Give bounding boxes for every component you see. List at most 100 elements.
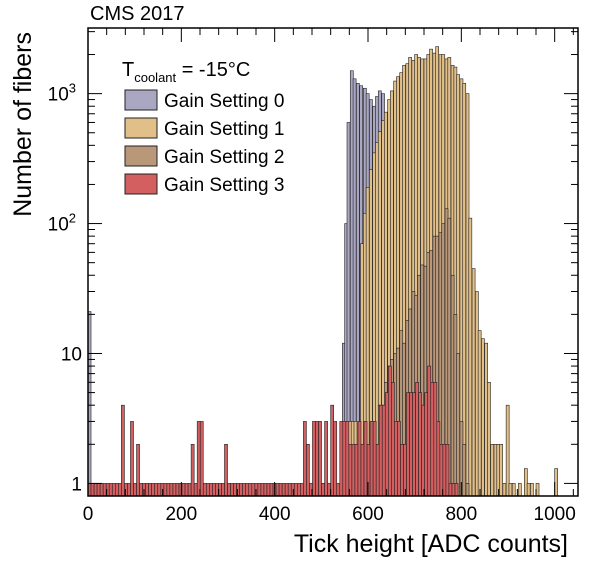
legend-title-rest: = -15°C xyxy=(176,59,250,81)
x-tick-label-5: 1000 xyxy=(534,504,576,525)
chart-title: CMS 2017 xyxy=(90,3,185,25)
histogram-bar-s3-52 xyxy=(245,483,250,497)
histogram-bar-s3-53 xyxy=(248,483,253,497)
histogram-bar-s1-44 xyxy=(468,217,473,497)
histogram-bar-s3-65 xyxy=(284,483,289,497)
histogram-bar-s3-5 xyxy=(102,483,107,497)
histogram-bar-s3-15 xyxy=(133,483,137,497)
histogram-bar-s3-70 xyxy=(300,483,304,497)
legend-swatch-0 xyxy=(124,89,158,111)
histogram-bar-s3-100 xyxy=(391,382,395,497)
histogram-bar-s3-13 xyxy=(127,483,131,497)
histogram-bar-s3-110 xyxy=(421,404,426,497)
histogram-bar-s3-117 xyxy=(442,443,447,497)
histogram-bar-s3-95 xyxy=(375,443,380,497)
histogram-bar-s1-55 xyxy=(502,483,507,497)
histogram-bar-s3-7 xyxy=(108,483,113,497)
y-tick-label-1: 10 xyxy=(61,344,82,365)
histogram-bar-s3-75 xyxy=(315,421,319,497)
histogram-bar-s3-72 xyxy=(306,443,310,497)
histogram-bar-s3-83 xyxy=(339,421,344,497)
histogram-bar-s3-84 xyxy=(342,421,347,497)
y-tick-label-0: 1 xyxy=(71,474,82,495)
histogram-bar-s3-112 xyxy=(427,365,432,497)
histogram-bar-s3-105 xyxy=(406,392,410,497)
histogram-bar-s3-101 xyxy=(394,421,398,497)
histogram-bar-s3-68 xyxy=(293,483,298,497)
histogram-bar-s3-41 xyxy=(212,483,216,497)
legend-title: Tcoolant = -15°C xyxy=(122,59,250,85)
histogram-bar-s3-25 xyxy=(163,483,168,497)
histogram-bar-s3-54 xyxy=(251,483,256,497)
histogram-bar-s3-19 xyxy=(145,483,149,497)
histogram-bar-s3-64 xyxy=(281,483,286,497)
histogram-bar-s3-66 xyxy=(287,483,292,497)
histogram-bar-s3-37 xyxy=(199,421,204,497)
histogram-bar-s3-23 xyxy=(157,483,162,497)
plot-frame xyxy=(87,27,579,497)
histogram-bar-s3-22 xyxy=(154,483,159,497)
legend-label-3: Gain Setting 3 xyxy=(164,175,284,196)
histogram-bar-s3-94 xyxy=(372,421,377,497)
histogram-bar-s3-97 xyxy=(381,404,386,497)
histogram-bar-s3-111 xyxy=(424,392,429,497)
histogram-bar-s3-98 xyxy=(384,392,389,497)
histogram-bar-s3-27 xyxy=(169,483,174,497)
y-tick-label-3: 103 xyxy=(48,81,76,106)
histogram-bar-s3-10 xyxy=(118,483,122,497)
histogram-bar-s3-50 xyxy=(239,483,243,497)
histogram-bar-s3-106 xyxy=(409,392,413,497)
histogram-bar-s3-103 xyxy=(400,443,404,497)
histogram-bar-s3-78 xyxy=(324,421,328,497)
histogram-bar-s1-48 xyxy=(481,338,485,497)
legend-label-0: Gain Setting 0 xyxy=(164,91,284,112)
histogram-bar-s3-47 xyxy=(230,483,234,497)
histogram-bar-s1-45 xyxy=(471,268,476,497)
histogram-bar-s3-88 xyxy=(354,443,359,497)
legend-swatch-2 xyxy=(124,145,158,167)
x-axis-label: Tick height [ADC counts] xyxy=(294,530,568,558)
histogram-bar-s3-56 xyxy=(257,483,262,497)
histogram-bar-s3-90 xyxy=(360,443,365,497)
histogram-bar-s3-4 xyxy=(99,483,104,497)
histogram-bar-s1-58 xyxy=(511,483,516,497)
axis-ticks: 0 200 400 600 800 1000 1 10 102 103 xyxy=(48,28,578,525)
histogram-bar-s3-57 xyxy=(260,483,265,497)
histogram-bar-s3-14 xyxy=(130,421,134,497)
legend-title-main: T xyxy=(122,59,134,81)
histogram-bar-s3-109 xyxy=(418,392,422,497)
x-tick-label-0: 0 xyxy=(83,504,94,525)
histogram-bar-s3-3 xyxy=(96,483,101,497)
histogram-bar-s1-62 xyxy=(530,483,534,497)
histogram-bar-s3-60 xyxy=(269,483,274,497)
histogram-bar-s3-44 xyxy=(221,483,225,497)
histogram-bar-s3-1 xyxy=(90,483,95,497)
histogram-bar-s3-8 xyxy=(111,483,116,497)
x-tick-label-2: 400 xyxy=(259,504,291,525)
histogram-bar-s3-104 xyxy=(403,443,407,497)
histogram-bar-s3-36 xyxy=(196,421,201,497)
legend-label-2: Gain Setting 2 xyxy=(164,147,284,168)
legend-label-1: Gain Setting 1 xyxy=(164,119,284,140)
histogram-bar-s3-48 xyxy=(233,483,237,497)
histogram-bar-s3-120 xyxy=(451,483,456,497)
histogram-bar-s1-50 xyxy=(487,382,491,497)
histogram-bar-s3-33 xyxy=(187,483,192,497)
histogram-bar-s3-32 xyxy=(184,483,189,497)
histogram-bar-s3-87 xyxy=(351,443,356,497)
histogram-bar-s3-96 xyxy=(378,404,383,497)
histogram-bar-s3-114 xyxy=(433,382,438,497)
histogram-bar-s3-81 xyxy=(333,421,338,497)
histogram-bar-s3-35 xyxy=(193,483,198,497)
histogram-bar-s3-76 xyxy=(318,421,322,497)
legend-swatch-3 xyxy=(124,173,158,195)
histogram-bar-s3-86 xyxy=(348,443,353,497)
x-tick-label-1: 200 xyxy=(165,504,197,525)
histogram-bar-s3-69 xyxy=(296,483,301,497)
histogram-bar-s3-82 xyxy=(336,483,341,497)
histogram-bar-s3-34 xyxy=(190,443,195,497)
histogram-bar-s3-28 xyxy=(172,483,177,497)
histogram-bar-s1-54 xyxy=(499,443,503,497)
histogram-bar-s3-29 xyxy=(175,483,180,497)
histogram-bar-s1-61 xyxy=(526,483,531,497)
